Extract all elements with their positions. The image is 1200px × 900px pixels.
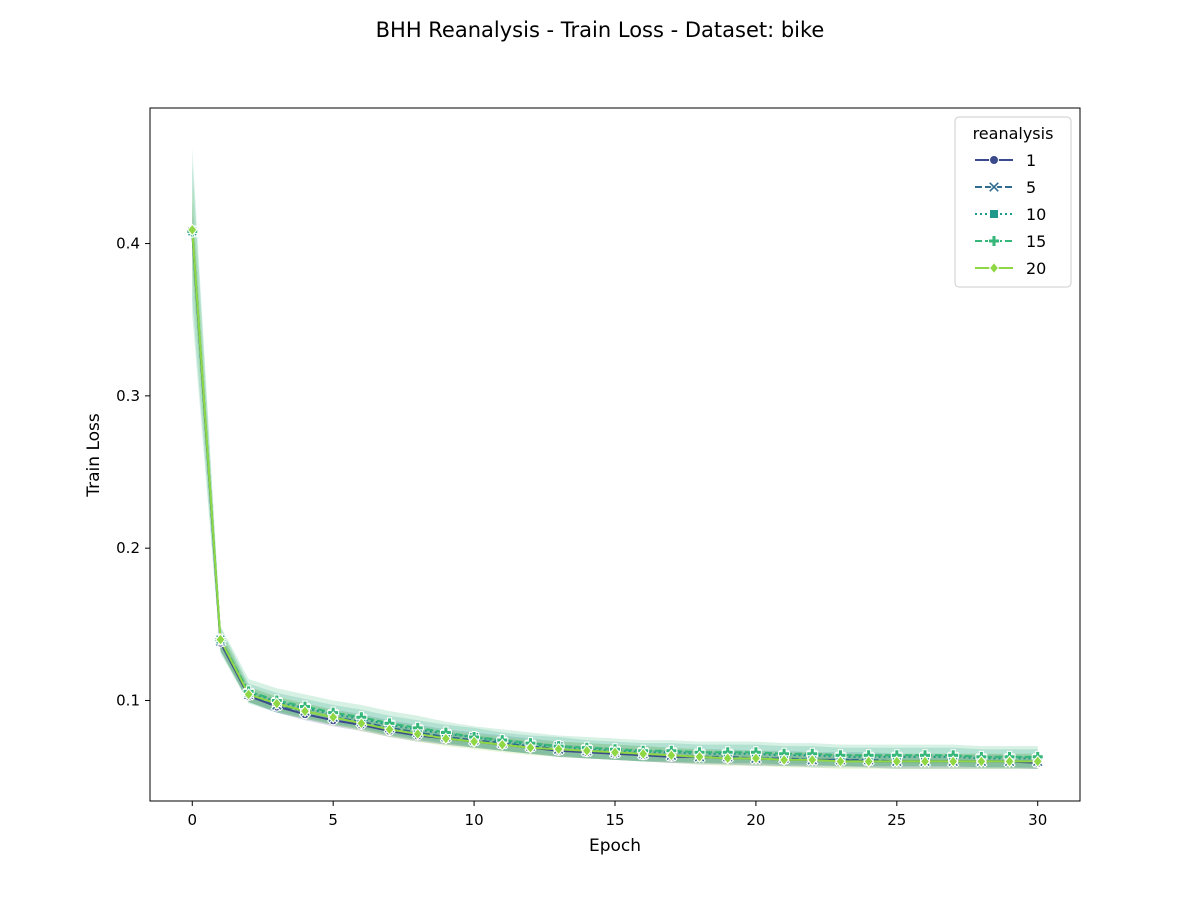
x-tick-label: 30 [1028,811,1047,829]
point-series-20 [187,223,198,237]
band-series-10 [192,162,1038,768]
point-series-20 [553,742,564,756]
point-series-20 [356,717,367,730]
line-series-5 [191,231,1038,763]
point-series-20 [271,697,282,710]
legend-label-1: 1 [1026,151,1036,170]
y-tick-label: 0.4 [116,235,140,253]
point-series-20 [412,727,423,741]
point-series-20 [835,755,846,768]
x-tick-label: 20 [746,811,765,829]
legend-title: reanalysis [973,124,1054,143]
x-tick-label: 0 [187,811,197,829]
y-tick-label: 0.3 [116,387,140,405]
point-series-20 [468,735,480,748]
confidence-bands [192,147,1038,770]
x-tick-label: 5 [328,811,338,829]
point-series-20 [863,755,874,768]
legend-marker-20 [988,261,1000,275]
band-series-1 [192,214,1038,770]
y-axis-ticks: 0.1 0.2 0.3 0.4 [116,235,150,709]
legend-label-10: 10 [1026,205,1046,224]
legend-marker-10 [989,209,999,219]
point-series-20 [243,688,254,701]
x-axis-ticks: 0 5 10 15 20 25 30 [187,801,1047,829]
point-series-20 [384,723,395,736]
x-tick-label: 25 [887,811,906,829]
band-series-5 [192,200,1038,770]
line-series-1 [191,232,1038,764]
chart-title: BHH Reanalysis - Train Loss - Dataset: b… [376,18,825,42]
point-series-20 [919,755,931,768]
point-series-20 [609,745,621,759]
point-series-20 [638,747,649,761]
point-series-20 [976,755,987,768]
x-axis-label: Epoch [589,836,641,856]
point-series-20 [722,752,733,765]
series-lines [191,229,1038,764]
y-axis-label: Train Loss [84,413,104,498]
point-series-20 [807,753,818,767]
y-tick-label: 0.2 [116,539,140,557]
point-series-20 [1032,755,1043,768]
point-series-20 [1004,755,1015,768]
point-series-20 [581,744,592,758]
x-tick-label: 15 [605,811,624,829]
band-series-20 [192,184,1038,770]
legend-label-15: 15 [1026,232,1046,251]
legend-label-20: 20 [1026,259,1046,278]
line-series-10 [191,231,1038,760]
legend-label-5: 5 [1026,178,1036,197]
point-series-20 [778,753,790,767]
point-series-20 [440,732,452,745]
line-series-15 [191,231,1038,758]
point-series-20 [694,750,705,764]
point-series-20 [948,755,959,768]
legend-marker-5 [987,180,1001,194]
y-tick-label: 0.1 [116,691,140,709]
legend-marker-15 [988,235,1000,247]
line-series-20 [191,229,1038,763]
point-series-20 [666,749,677,762]
legend-marker-1 [989,155,999,165]
point-series-20 [891,755,902,768]
point-series-20 [497,738,508,751]
point-series-20 [328,710,339,724]
point-series-20 [215,633,226,646]
point-series-20 [299,704,311,718]
point-series-20 [525,741,536,754]
band-series-15 [192,147,1038,768]
x-tick-label: 10 [465,811,484,829]
series-markers [186,223,1044,768]
point-series-20 [750,752,762,765]
